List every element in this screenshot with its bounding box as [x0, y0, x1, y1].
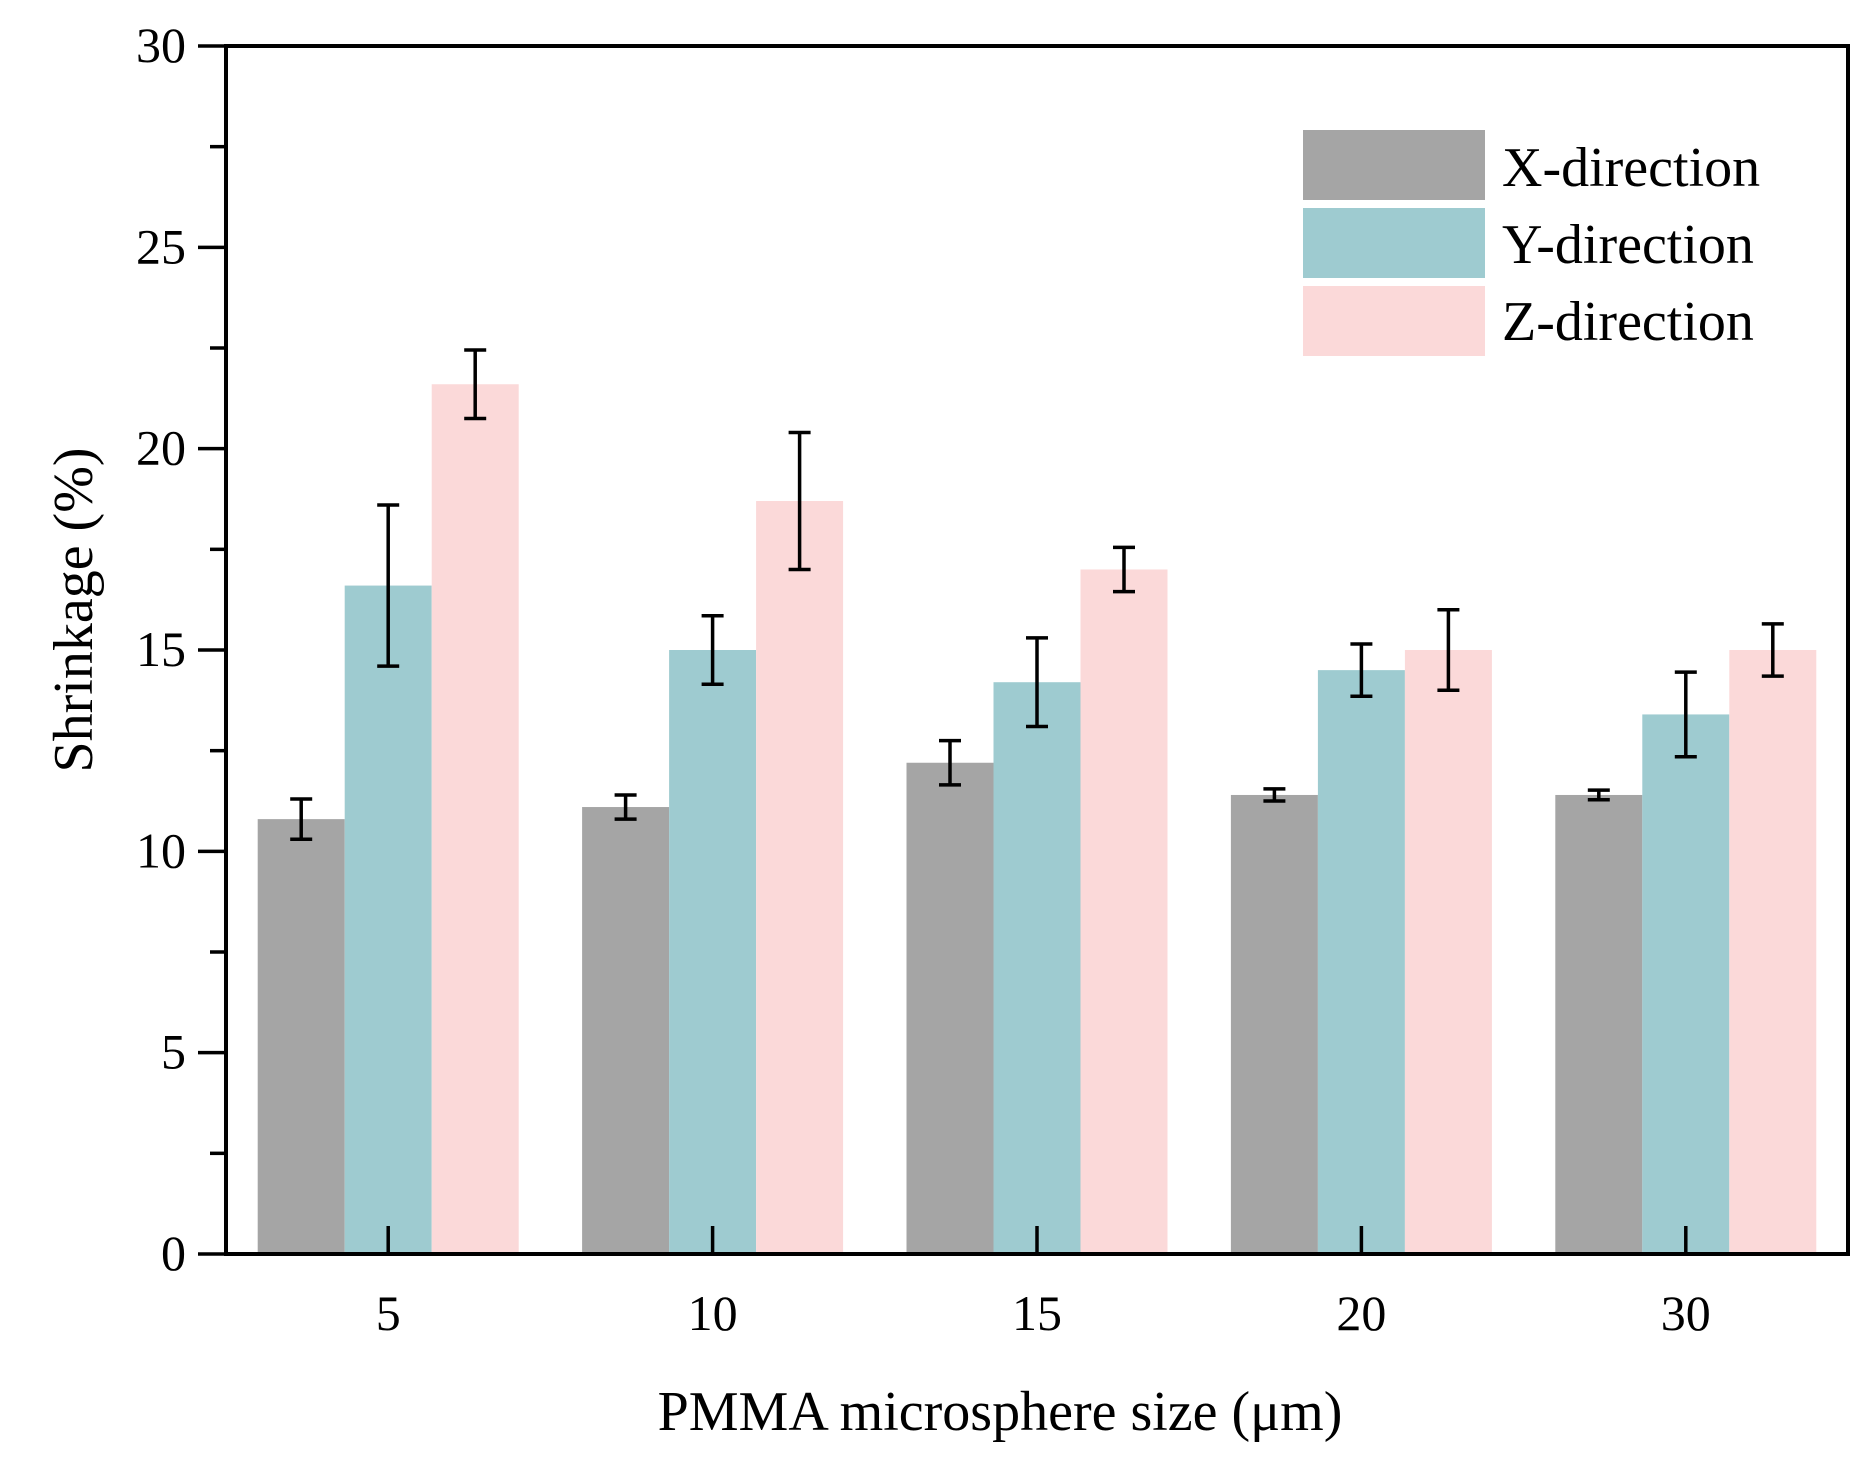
y-tick-label-30: 30 — [136, 17, 186, 73]
error-bar-y-direction-20 — [1350, 642, 1373, 699]
y-tick-label-10: 10 — [136, 822, 186, 878]
error-bars-layer — [290, 348, 1784, 842]
bar-x-direction-10 — [582, 807, 670, 1254]
bar-y-direction-5 — [344, 585, 432, 1254]
error-bar-y-direction-30 — [1674, 670, 1697, 759]
error-bar-y-direction-5 — [377, 503, 400, 668]
x-tick-label-10: 10 — [688, 1285, 738, 1341]
legend-label-x-direction: X-direction — [1502, 137, 1760, 199]
bar-y-direction-15 — [993, 682, 1081, 1254]
legend-label-y-direction: Y-direction — [1502, 214, 1754, 276]
bar-x-direction-15 — [906, 762, 994, 1254]
y-tick-label-5: 5 — [161, 1024, 186, 1080]
y-tick-labels: 0 5 10 15 20 25 30 — [136, 17, 186, 1281]
y-tick-label-25: 25 — [136, 218, 186, 274]
error-bar-y-direction-15 — [1026, 636, 1048, 729]
error-bar-x-direction-15 — [939, 738, 961, 787]
error-bar-x-direction-5 — [290, 797, 313, 842]
legend-label-z-direction: Z-direction — [1502, 291, 1754, 353]
error-bar-x-direction-10 — [614, 793, 637, 821]
bar-y-direction-10 — [669, 650, 757, 1254]
error-bar-x-direction-20 — [1263, 787, 1286, 803]
error-bar-y-direction-10 — [701, 614, 724, 686]
bar-z-direction-30 — [1729, 650, 1817, 1254]
legend: X-direction Y-direction Z-direction — [1303, 130, 1760, 356]
x-tick-labels: 5 10 15 20 30 — [376, 1285, 1711, 1341]
error-bar-x-direction-30 — [1587, 788, 1610, 802]
legend-swatch-y-direction — [1303, 208, 1485, 278]
legend-swatch-x-direction — [1303, 130, 1485, 200]
error-bar-z-direction-10 — [788, 430, 811, 572]
y-axis-title: Shrinkage (%) — [43, 447, 105, 772]
y-tick-label-15: 15 — [136, 621, 186, 677]
bar-z-direction-20 — [1404, 650, 1492, 1254]
bar-y-direction-20 — [1317, 670, 1405, 1254]
x-tick-label-5: 5 — [376, 1285, 401, 1341]
bar-x-direction-20 — [1230, 794, 1318, 1254]
error-bar-z-direction-15 — [1113, 545, 1135, 594]
error-bar-z-direction-30 — [1761, 622, 1784, 678]
y-tick-label-20: 20 — [136, 420, 186, 476]
bar-x-direction-5 — [257, 819, 345, 1254]
bar-z-direction-15 — [1080, 569, 1168, 1254]
error-bar-z-direction-5 — [464, 348, 487, 421]
bar-z-direction-5 — [431, 384, 519, 1254]
bar-x-direction-30 — [1555, 794, 1643, 1254]
bar-y-direction-30 — [1642, 714, 1730, 1254]
error-bar-z-direction-20 — [1437, 607, 1460, 693]
legend-swatch-z-direction — [1303, 286, 1485, 356]
y-tick-label-0: 0 — [161, 1225, 186, 1281]
bars-layer — [257, 384, 1817, 1255]
x-tick-label-15: 15 — [1012, 1285, 1062, 1341]
axis-ticks-layer — [198, 44, 1688, 1256]
x-tick-label-30: 30 — [1661, 1285, 1711, 1341]
x-axis-title: PMMA microsphere size (μm) — [658, 1381, 1343, 1443]
bar-z-direction-10 — [756, 501, 844, 1255]
x-tick-label-20: 20 — [1336, 1285, 1386, 1341]
